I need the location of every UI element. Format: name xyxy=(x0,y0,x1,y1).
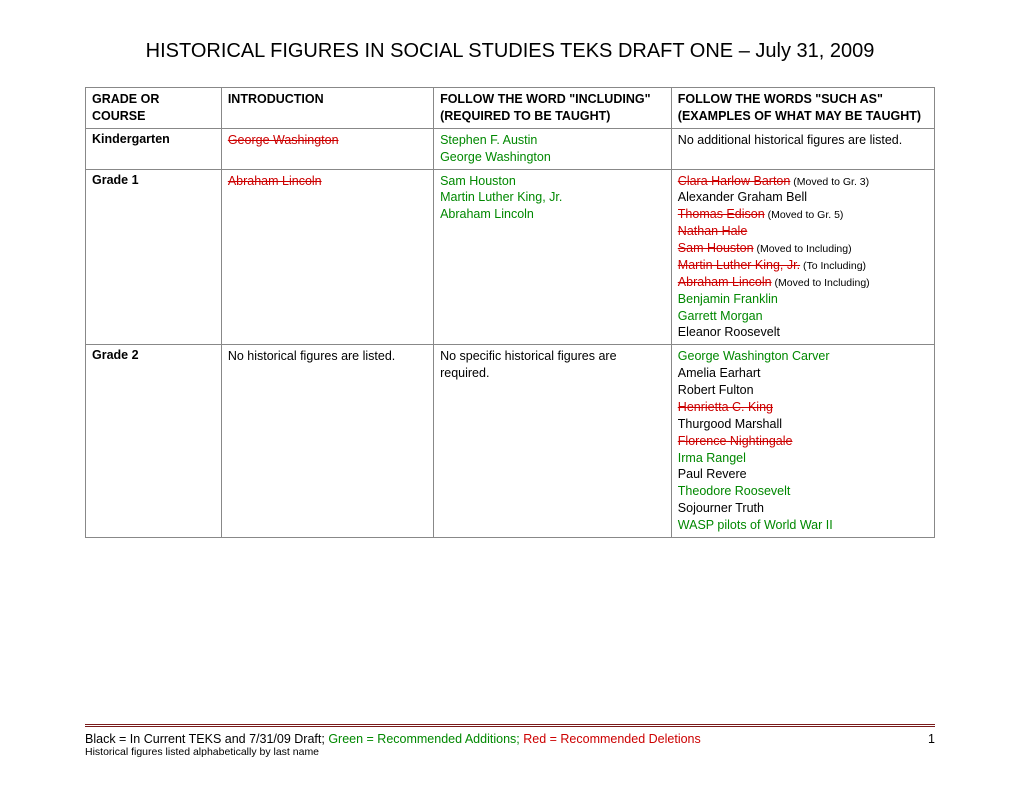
including-cell: No specific historical figures are requi… xyxy=(434,345,672,538)
figure-entry: No historical figures are listed. xyxy=(228,348,427,365)
header-including: FOLLOW THE WORD "INCLUDING" (REQUIRED TO… xyxy=(434,88,672,129)
figure-entry: Thurgood Marshall xyxy=(678,416,928,433)
table-row: KindergartenGeorge WashingtonStephen F. … xyxy=(86,128,935,169)
footer: Black = In Current TEKS and 7/31/09 Draf… xyxy=(85,724,935,758)
table-row: Grade 1Abraham LincolnSam HoustonMartin … xyxy=(86,169,935,345)
including-cell: Sam HoustonMartin Luther King, Jr.Abraha… xyxy=(434,169,672,345)
footer-legend: Black = In Current TEKS and 7/31/09 Draf… xyxy=(85,732,935,746)
figure-entry: Martin Luther King, Jr. xyxy=(440,189,665,206)
figure-entry: No specific historical figures are requi… xyxy=(440,348,665,382)
figure-entry: Stephen F. Austin xyxy=(440,132,665,149)
figure-entry: Abraham Lincoln (Moved to Including) xyxy=(678,274,928,291)
footer-note: Historical figures listed alphabetically… xyxy=(85,746,935,758)
figure-entry: Theodore Roosevelt xyxy=(678,483,928,500)
figure-entry: Henrietta C. King xyxy=(678,399,928,416)
suchas-cell: George Washington CarverAmelia EarhartRo… xyxy=(671,345,934,538)
figure-entry: WASP pilots of World War II xyxy=(678,517,928,534)
page-number: 1 xyxy=(928,732,935,746)
figure-entry: Thomas Edison (Moved to Gr. 5) xyxy=(678,206,928,223)
figure-entry: Florence Nightingale xyxy=(678,433,928,450)
intro-cell: No historical figures are listed. xyxy=(221,345,433,538)
grade-cell: Grade 1 xyxy=(86,169,222,345)
figure-entry: Alexander Graham Bell xyxy=(678,189,928,206)
figure-entry: Robert Fulton xyxy=(678,382,928,399)
figure-entry: Clara Harlow Barton (Moved to Gr. 3) xyxy=(678,173,928,190)
table-row: Grade 2 No historical figures are listed.… xyxy=(86,345,935,538)
figure-entry: Martin Luther King, Jr. (To Including) xyxy=(678,257,928,274)
header-grade: GRADE OR COURSE xyxy=(86,88,222,129)
page-title: HISTORICAL FIGURES IN SOCIAL STUDIES TEK… xyxy=(85,40,935,63)
figure-entry: Abraham Lincoln xyxy=(228,173,427,190)
figure-entry: Paul Revere xyxy=(678,466,928,483)
footer-rule xyxy=(85,724,935,727)
suchas-cell: No additional historical figures are lis… xyxy=(671,128,934,169)
figure-entry: Sojourner Truth xyxy=(678,500,928,517)
header-row: GRADE OR COURSE INTRODUCTION FOLLOW THE … xyxy=(86,88,935,129)
grade-cell: Kindergarten xyxy=(86,128,222,169)
figure-entry: Benjamin Franklin xyxy=(678,291,928,308)
figure-entry: George Washington Carver xyxy=(678,348,928,365)
figure-entry: Abraham Lincoln xyxy=(440,206,665,223)
figure-entry: George Washington xyxy=(440,149,665,166)
header-intro: INTRODUCTION xyxy=(221,88,433,129)
figure-entry: Nathan Hale xyxy=(678,223,928,240)
figure-entry: George Washington xyxy=(228,132,427,149)
grade-cell: Grade 2 xyxy=(86,345,222,538)
figure-entry: Amelia Earhart xyxy=(678,365,928,382)
legend-red: Red = Recommended Deletions xyxy=(523,732,701,746)
figure-entry: Eleanor Roosevelt xyxy=(678,324,928,341)
intro-cell: Abraham Lincoln xyxy=(221,169,433,345)
intro-cell: George Washington xyxy=(221,128,433,169)
figures-table: GRADE OR COURSE INTRODUCTION FOLLOW THE … xyxy=(85,87,935,538)
suchas-cell: Clara Harlow Barton (Moved to Gr. 3)Alex… xyxy=(671,169,934,345)
legend-green: Green = Recommended Additions; xyxy=(328,732,523,746)
figure-entry: Irma Rangel xyxy=(678,450,928,467)
including-cell: Stephen F. AustinGeorge Washington xyxy=(434,128,672,169)
figure-entry: Sam Houston (Moved to Including) xyxy=(678,240,928,257)
figure-entry: Garrett Morgan xyxy=(678,308,928,325)
figure-entry: Sam Houston xyxy=(440,173,665,190)
header-suchas: FOLLOW THE WORDS "SUCH AS" (EXAMPLES OF … xyxy=(671,88,934,129)
figure-entry: No additional historical figures are lis… xyxy=(678,132,928,149)
legend-black: Black = In Current TEKS and 7/31/09 Draf… xyxy=(85,732,328,746)
